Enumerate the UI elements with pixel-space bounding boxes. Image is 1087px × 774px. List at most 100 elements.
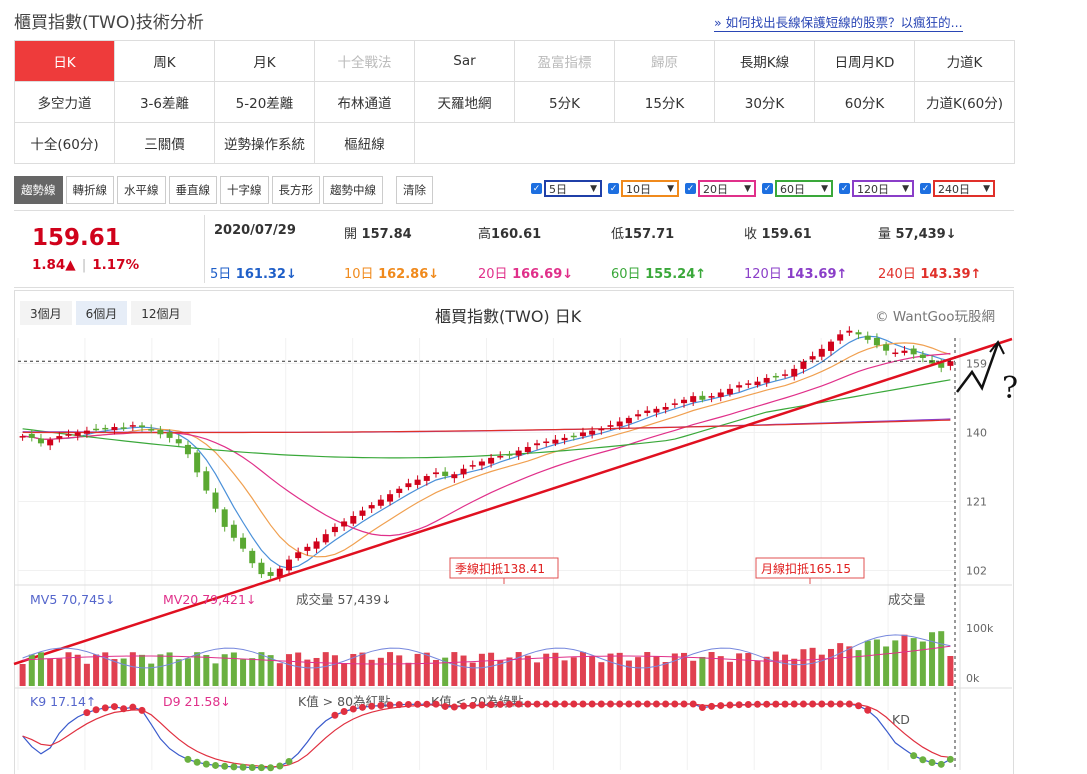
candle — [56, 436, 63, 439]
period-tab-0-5[interactable]: 盈富指標 — [515, 41, 615, 82]
period-tab-1-3[interactable]: 布林通道 — [315, 82, 415, 123]
volume-bar — [644, 652, 651, 686]
ma-select-label: 10日 — [626, 182, 651, 196]
k-label: K9 17.14↑ — [30, 694, 96, 709]
volume-bar — [827, 648, 834, 686]
period-tab-1-0[interactable]: 多空力道 — [15, 82, 115, 123]
candle — [919, 354, 926, 358]
ma-selector-0[interactable]: ✓ 5日 ▼ — [531, 180, 602, 197]
kd-red-dot — [340, 708, 348, 716]
period-tab-2-2[interactable]: 逆勢操作系統 — [215, 123, 315, 164]
tool-button-1[interactable]: 轉折線 — [65, 176, 114, 204]
tool-button-4[interactable]: 十字線 — [220, 176, 269, 204]
tool-button-6[interactable]: 趨勢中線 — [323, 176, 383, 204]
quote-high: 高160.61 — [478, 227, 542, 242]
kd-green-dot — [910, 752, 918, 760]
drawing-toolbar: 趨勢線 轉折線 水平線 垂直線 十字線 長方形 趨勢中線 清除 — [14, 176, 433, 204]
volume-bar — [221, 654, 228, 686]
candle — [451, 474, 458, 479]
candle — [74, 432, 81, 436]
candle — [47, 439, 54, 446]
period-tab-1-6[interactable]: 15分K — [615, 82, 715, 123]
tool-button-0[interactable]: 趨勢線 — [14, 176, 63, 204]
period-tab-0-0[interactable]: 日K — [15, 41, 115, 82]
ma-select-label: 5日 — [549, 182, 567, 196]
volume-bar — [74, 654, 81, 686]
period-tab-1-8[interactable]: 60分K — [815, 82, 915, 123]
candle — [938, 362, 945, 368]
range-button-0[interactable]: 3個月 — [20, 301, 72, 325]
candle — [442, 471, 449, 477]
period-tab-0-4[interactable]: Sar — [415, 41, 515, 82]
article-link[interactable]: » 如何找出長線保護短線的股票？以瘋狂的... — [714, 12, 963, 32]
ma-selector-5[interactable]: ✓ 240日 ▼ — [920, 180, 995, 197]
volume-bar — [19, 664, 26, 686]
kd-red-dot — [836, 700, 844, 708]
period-tab-2-3[interactable]: 樞紐線 — [315, 123, 415, 164]
mv20-line — [22, 645, 951, 665]
period-tab-1-7[interactable]: 30分K — [715, 82, 815, 123]
kd-red-dot — [533, 700, 541, 708]
period-tab-0-3[interactable]: 十全戰法 — [315, 41, 415, 82]
period-tab-2-1[interactable]: 三關價 — [115, 123, 215, 164]
range-button-1[interactable]: 6個月 — [75, 301, 128, 325]
quote-open: 開 157.84 — [344, 227, 412, 242]
kd-red-dot — [845, 700, 853, 708]
period-tab-0-7[interactable]: 長期K線 — [715, 41, 815, 82]
kd-red-dot — [689, 700, 697, 708]
ma-selector-2[interactable]: ✓ 20日 ▼ — [685, 180, 756, 197]
period-tab-0-1[interactable]: 周K — [115, 41, 215, 82]
ma20-line — [22, 352, 951, 537]
period-tab-1-4[interactable]: 天羅地網 — [415, 82, 515, 123]
candle — [341, 521, 348, 527]
volume-bar — [184, 658, 191, 686]
period-tab-1-1[interactable]: 3-6差離 — [115, 82, 215, 123]
volume-bar — [506, 657, 513, 686]
tool-button-5[interactable]: 長方形 — [271, 176, 320, 204]
kd-green-dot — [212, 761, 220, 769]
candle — [800, 361, 807, 369]
candle — [359, 510, 366, 516]
checkbox-icon[interactable]: ✓ — [608, 183, 619, 194]
period-tab-0-9[interactable]: 力道K — [915, 41, 1015, 82]
candle — [717, 392, 724, 397]
change-value: 1.84▲ — [32, 257, 76, 273]
clear-button[interactable]: 清除 — [396, 176, 433, 204]
kd-red-dot — [101, 704, 109, 712]
ma240-line — [22, 419, 951, 434]
price-change: 1.84▲ | 1.17% — [32, 257, 140, 273]
volume-bar — [37, 652, 44, 686]
volume-bar — [478, 653, 485, 686]
period-tab-0-8[interactable]: 日周月KD — [815, 41, 915, 82]
volume-bar — [175, 659, 182, 686]
checkbox-icon[interactable]: ✓ — [685, 183, 696, 194]
period-tab-1-9[interactable]: 力道K(60分) — [915, 82, 1015, 123]
period-tab-0-2[interactable]: 月K — [215, 41, 315, 82]
tool-button-2[interactable]: 水平線 — [117, 176, 166, 204]
range-buttons: 3個月 6個月 12個月 — [20, 301, 191, 325]
checkbox-icon[interactable]: ✓ — [839, 183, 850, 194]
checkbox-icon[interactable]: ✓ — [762, 183, 773, 194]
ma-selector-1[interactable]: ✓ 10日 ▼ — [608, 180, 679, 197]
range-button-2[interactable]: 12個月 — [131, 301, 191, 325]
checkbox-icon[interactable]: ✓ — [920, 183, 931, 194]
kd-red-dot — [423, 700, 431, 708]
period-tab-1-5[interactable]: 5分K — [515, 82, 615, 123]
candle — [497, 456, 504, 458]
volume-bar — [809, 647, 816, 686]
tool-button-3[interactable]: 垂直線 — [168, 176, 217, 204]
period-tab-2-0[interactable]: 十全(60分) — [15, 123, 115, 164]
candle — [93, 428, 100, 431]
period-tab-0-6[interactable]: 歸原 — [615, 41, 715, 82]
ma-selector-4[interactable]: ✓ 120日 ▼ — [839, 180, 914, 197]
volume-bar — [846, 646, 853, 686]
kd-red-dot — [671, 700, 679, 708]
kd-red-dot — [487, 701, 495, 709]
candle — [221, 509, 228, 527]
ma-selector-3[interactable]: ✓ 60日 ▼ — [762, 180, 833, 197]
kd-red-dot — [542, 700, 550, 708]
checkbox-icon[interactable]: ✓ — [531, 183, 542, 194]
period-tab-1-2[interactable]: 5-20差離 — [215, 82, 315, 123]
ma-select-label: 60日 — [780, 182, 805, 196]
